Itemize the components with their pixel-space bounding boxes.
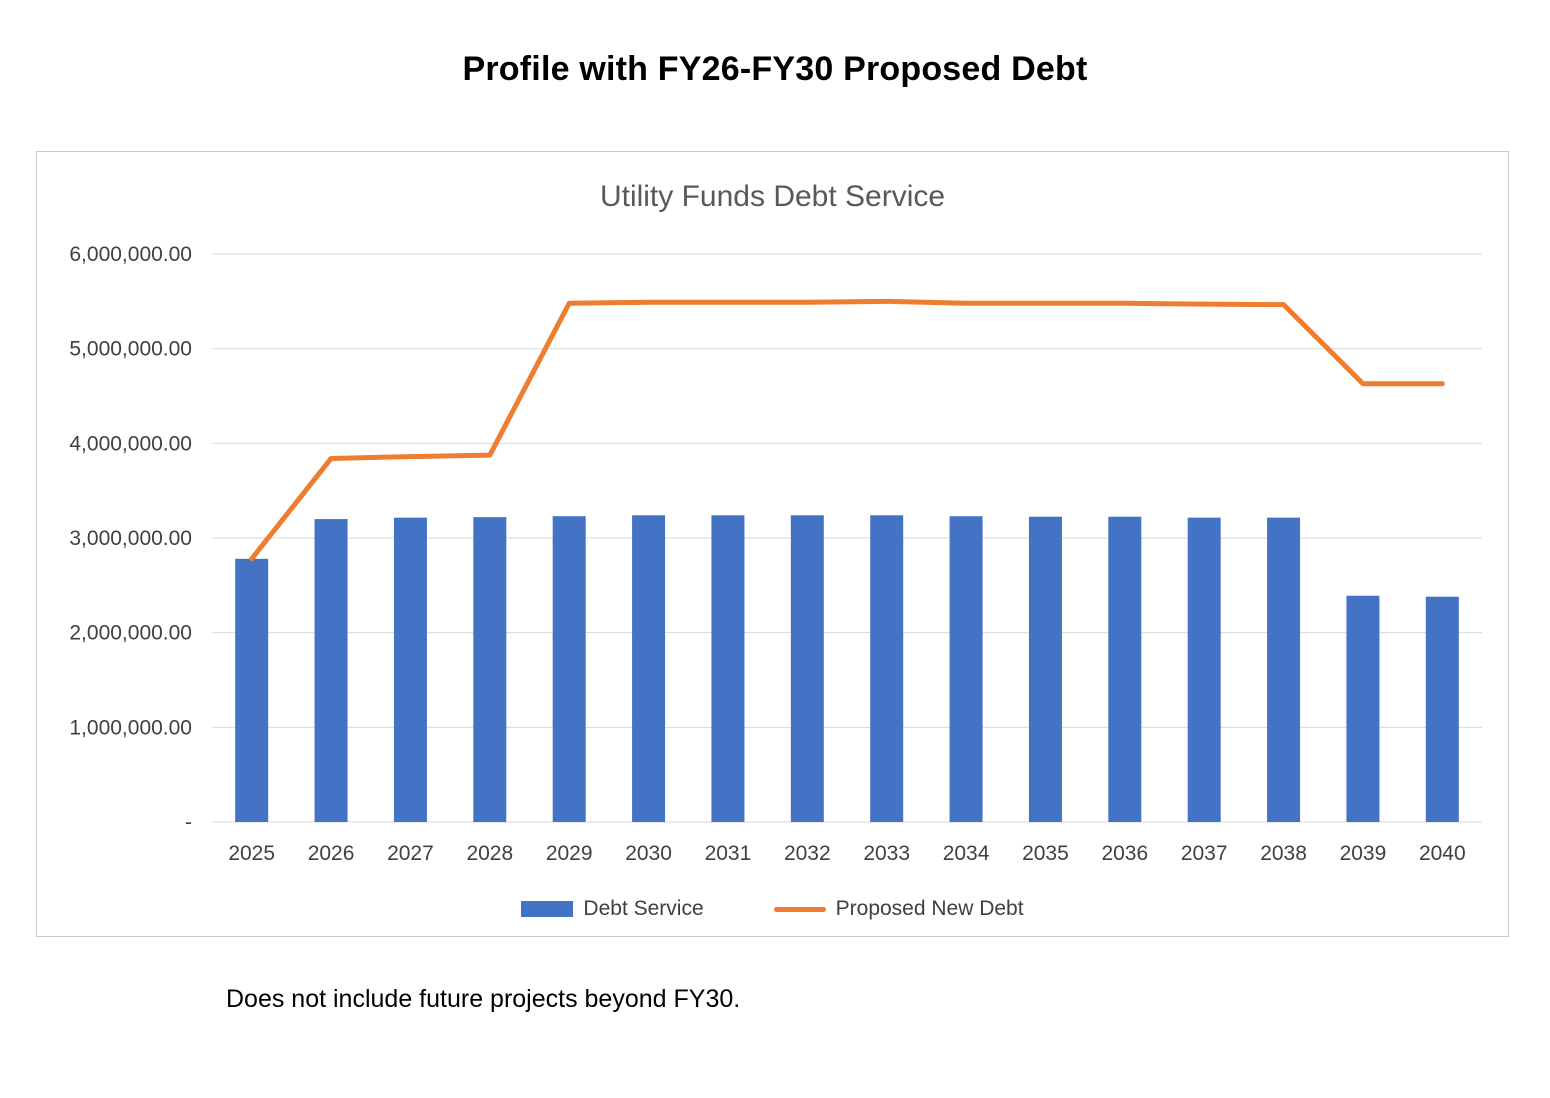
chart-svg: 6,000,000.00 5,000,000.00 4,000,000.00 3,00… [69, 243, 1482, 865]
bar-2040 [1425, 596, 1459, 822]
bar-2033 [870, 515, 904, 822]
y-axis-tick-label: - [185, 811, 192, 834]
bar-2034 [949, 516, 983, 822]
y-axis-tick-label: 6,000,000.00 [69, 243, 192, 266]
x-axis-tick-label: 2027 [387, 842, 434, 865]
bar-2036 [1108, 516, 1142, 822]
x-axis-tick-label: 2037 [1181, 842, 1228, 865]
chart-frame: Utility Funds Debt Service 6,000,000.00 5… [36, 151, 1509, 937]
bar-2037 [1187, 517, 1221, 822]
x-axis-tick-label: 2038 [1260, 842, 1307, 865]
bar-2025 [235, 558, 269, 822]
footnote: Does not include future projects beyond … [226, 985, 741, 1013]
bar-2035 [1028, 516, 1062, 822]
proposed-new-debt-swatch-icon [773, 906, 826, 912]
y-axis-tick-label: 2,000,000.00 [69, 622, 192, 645]
proposed-new-debt-line [249, 298, 1445, 562]
bar-2039 [1346, 595, 1380, 822]
x-axis-tick-label: 2035 [1022, 842, 1069, 865]
y-axis-tick-label: 3,000,000.00 [69, 527, 192, 550]
bar-2026 [314, 519, 348, 822]
bar-2030 [632, 515, 666, 822]
x-axis-tick-label: 2032 [784, 842, 831, 865]
x-axis-tick-label: 2028 [466, 842, 513, 865]
legend-label-debt-service: Debt Service [583, 897, 704, 920]
bar-2038 [1267, 517, 1301, 822]
bar-2032 [790, 515, 824, 822]
debt-service-swatch-icon [521, 901, 574, 917]
legend-item-proposed-new-debt: Proposed New Debt [773, 897, 1024, 921]
x-axis-tick-label: 2034 [943, 842, 990, 865]
y-axis-tick-label: 4,000,000.00 [69, 432, 192, 455]
x-axis-tick-label: 2025 [228, 842, 275, 865]
chart-plot-area: 6,000,000.00 5,000,000.00 4,000,000.00 3,00… [37, 232, 1508, 887]
x-axis-tick-label: 2026 [308, 842, 355, 865]
bar-2027 [393, 517, 427, 822]
x-axis-tick-label: 2030 [625, 842, 672, 865]
bar-2028 [473, 517, 507, 822]
x-axis-tick-label: 2029 [546, 842, 593, 865]
page-title: Profile with FY26-FY30 Proposed Debt [462, 50, 1088, 88]
chart-legend: Debt Service Proposed New Debt [37, 897, 1508, 921]
legend-item-debt-service: Debt Service [521, 897, 704, 921]
y-axis-tick-label: 5,000,000.00 [69, 338, 192, 361]
x-axis-tick-label: 2033 [863, 842, 910, 865]
x-axis-tick-label: 2039 [1340, 842, 1387, 865]
bar-2029 [552, 516, 586, 822]
chart-title: Utility Funds Debt Service [599, 180, 946, 213]
legend-label-proposed-new-debt: Proposed New Debt [835, 897, 1024, 920]
x-axis-tick-label: 2031 [705, 842, 752, 865]
x-axis-tick-label: 2036 [1101, 842, 1148, 865]
x-axis-tick-label: 2040 [1419, 842, 1466, 865]
bar-2031 [711, 515, 745, 822]
y-axis-tick-label: 1,000,000.00 [69, 716, 192, 739]
